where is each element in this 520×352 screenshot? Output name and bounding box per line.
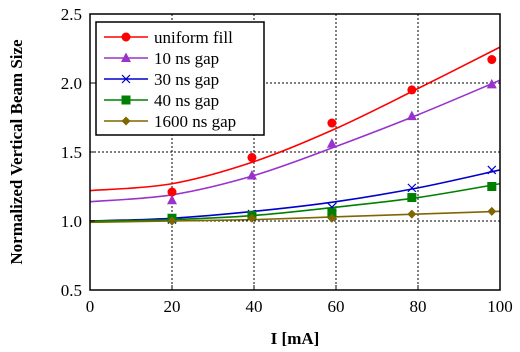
data-point-series-1 (486, 78, 497, 89)
x-axis-title: I [mA] (271, 329, 320, 348)
data-point-series-0 (167, 187, 177, 197)
fit-curve-series-2 (89, 169, 501, 222)
data-point-series-3 (327, 208, 337, 218)
data-point-series-0 (327, 118, 337, 128)
axis-ticks: 0 20 40 60 80 100 0.5 1.0 1.5 2.0 2.5 (61, 5, 513, 316)
data-point-series-0 (247, 153, 257, 163)
data-point-series-4 (327, 213, 337, 223)
legend-label: 30 ns gap (154, 70, 219, 89)
fit-curve-series-1 (89, 79, 501, 203)
data-markers (167, 55, 497, 226)
data-point-series-4 (487, 206, 497, 216)
fit-curve-series-4 (89, 210, 501, 224)
fit-curves (89, 46, 501, 224)
data-point-series-4 (407, 209, 417, 219)
data-point-series-3 (407, 193, 417, 203)
data-point-series-2 (407, 183, 417, 193)
legend-label: 1600 ns gap (154, 112, 236, 131)
legend-label: 10 ns gap (154, 49, 219, 68)
y-tick-label: 2.5 (61, 5, 82, 24)
data-point-series-1 (326, 138, 337, 148)
legend-label: uniform fill (154, 28, 233, 47)
x-tick-label: 60 (328, 297, 345, 316)
data-point-series-0 (487, 55, 497, 65)
data-point-series-4 (247, 213, 257, 223)
data-point-series-3 (487, 182, 497, 191)
legend-label: 40 ns gap (154, 91, 219, 110)
data-point-series-1 (167, 194, 177, 205)
fit-curve-series-3 (89, 182, 501, 222)
data-point-series-2 (487, 165, 497, 175)
x-tick-label: 0 (86, 297, 95, 316)
legend: uniform fill 10 ns gap 30 ns gap 40 ns gap 1… (95, 21, 265, 136)
data-point-series-1 (246, 169, 257, 180)
x-tick-label: 40 (246, 297, 263, 316)
fit-curve-series-0 (89, 46, 501, 192)
legend-marker (121, 74, 131, 84)
y-tick-label: 1.0 (61, 212, 82, 231)
legend-marker (121, 95, 131, 105)
y-tick-label: 2.0 (61, 74, 82, 93)
data-point-series-0 (407, 85, 417, 95)
legend-marker (121, 52, 131, 62)
x-tick-label: 20 (164, 297, 181, 316)
legend-marker (121, 32, 131, 42)
legend-marker (121, 116, 131, 126)
x-tick-label: 80 (410, 297, 427, 316)
y-tick-label: 1.5 (61, 143, 82, 162)
data-point-series-4 (167, 216, 177, 226)
y-axis-title: Normalized Vertical Beam Size (7, 39, 26, 265)
x-tick-label: 100 (487, 297, 513, 316)
y-tick-label: 0.5 (61, 281, 82, 300)
data-point-series-1 (406, 110, 417, 121)
